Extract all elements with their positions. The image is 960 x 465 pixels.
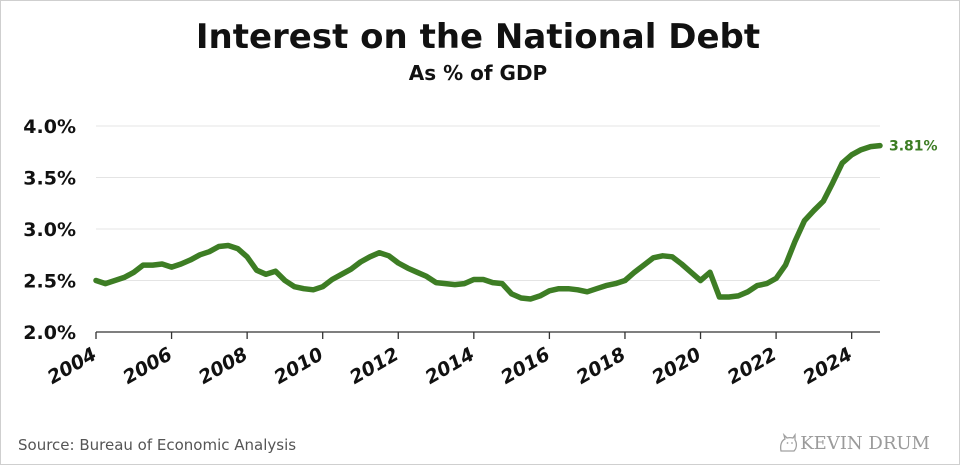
y-axis-ticks: 2.0% 2.5% 3.0% 3.5% 4.0% [23,116,76,344]
x-tick-label: 2014 [422,343,479,388]
x-tick-label: 2010 [270,343,327,388]
brand-name: KEVIN DRUM [800,432,930,454]
y-tick-label: 4.0% [23,116,76,138]
y-tick-label: 3.5% [23,168,76,190]
x-tick-label: 2020 [648,343,705,388]
end-value-label: 3.81% [889,139,938,155]
x-tick-label: 2022 [724,343,781,388]
y-tick-label: 2.0% [23,322,76,344]
series-line [93,142,883,302]
x-tick-label: 2006 [119,343,176,388]
x-axis: 2004 2006 2008 2010 2012 2014 2016 2018 2020 2022… [44,331,880,389]
x-tick-label: 2012 [346,343,403,388]
gridlines [96,125,880,281]
x-tick-label: 2008 [195,343,252,388]
y-tick-label: 3.0% [23,219,76,241]
x-tick-label: 2016 [497,343,554,388]
x-tick-label: 2004 [44,343,101,388]
series-layer [93,142,883,302]
brand-logo: KEVIN DRUM [777,432,930,454]
x-tick-label: 2024 [799,343,856,388]
chart-subtitle: As % of GDP [409,61,547,85]
source-note: Source: Bureau of Economic Analysis [18,436,297,454]
x-tick-label: 2018 [573,343,630,388]
y-tick-label: 2.5% [23,271,76,293]
cat-icon [780,432,798,452]
chart-title: Interest on the National Debt [196,17,760,57]
